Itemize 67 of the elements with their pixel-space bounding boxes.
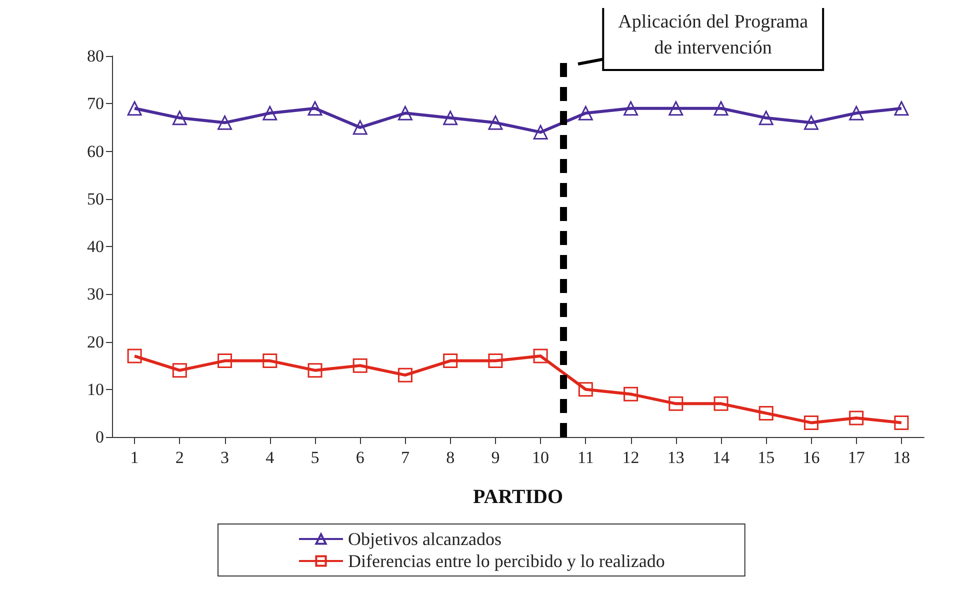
point bbox=[804, 115, 818, 130]
y-tick-label: 50 bbox=[87, 189, 104, 208]
point bbox=[578, 382, 593, 397]
x-tick-label: 16 bbox=[802, 448, 820, 467]
x-tick-label: 10 bbox=[532, 448, 550, 467]
point bbox=[624, 101, 638, 116]
point bbox=[352, 358, 368, 373]
point bbox=[714, 101, 728, 116]
x-tick-label: 17 bbox=[848, 448, 866, 467]
x-tick-label: 18 bbox=[892, 448, 910, 467]
y-tick-label: 30 bbox=[87, 284, 104, 304]
point bbox=[172, 363, 187, 378]
x-tick-label: 3 bbox=[220, 448, 230, 467]
point bbox=[488, 354, 503, 368]
point bbox=[894, 415, 909, 430]
point bbox=[308, 363, 322, 378]
point bbox=[262, 106, 278, 120]
ref-line-label: Aplicación del Programa de intervención bbox=[618, 12, 809, 58]
x-tick-label: 1 bbox=[130, 448, 139, 467]
point bbox=[488, 115, 503, 130]
x-axis-title: PARTIDO bbox=[472, 486, 564, 508]
x-tick-label: 2 bbox=[175, 448, 184, 467]
point bbox=[443, 110, 458, 126]
point bbox=[308, 101, 322, 116]
y-tick-label: 70 bbox=[87, 94, 104, 114]
point bbox=[624, 386, 638, 402]
y-tick-label: 20 bbox=[87, 332, 104, 352]
y-tick-label: 40 bbox=[87, 237, 104, 256]
point bbox=[218, 354, 232, 368]
point bbox=[668, 101, 684, 116]
x-tick-label: 9 bbox=[491, 448, 500, 467]
point bbox=[127, 101, 142, 116]
point bbox=[352, 120, 368, 135]
point bbox=[398, 106, 412, 120]
x-tick-label: 15 bbox=[758, 448, 775, 467]
point bbox=[398, 368, 412, 382]
point bbox=[127, 348, 142, 364]
x-tick-label: 6 bbox=[356, 448, 364, 467]
x-tick-label: 8 bbox=[446, 448, 455, 467]
point bbox=[849, 106, 864, 120]
point bbox=[172, 110, 187, 126]
x-tick-label: 12 bbox=[622, 448, 640, 467]
point bbox=[533, 124, 548, 140]
point bbox=[262, 354, 278, 368]
x-tick-label: 4 bbox=[266, 448, 275, 467]
x-tick-label: 5 bbox=[310, 448, 320, 467]
point bbox=[758, 110, 774, 126]
point bbox=[578, 106, 593, 120]
point bbox=[443, 354, 458, 368]
point bbox=[804, 415, 818, 430]
x-tick-label: 11 bbox=[577, 448, 594, 467]
y-tick-label: 80 bbox=[87, 46, 104, 66]
point bbox=[849, 410, 864, 426]
x-tick-label: 14 bbox=[712, 448, 730, 467]
y-tick-label: 0 bbox=[96, 428, 104, 446]
legend-label: Diferencias entre lo percibido y lo realizado bbox=[348, 551, 665, 571]
point bbox=[758, 406, 774, 420]
point bbox=[533, 348, 548, 364]
y-tick-label: 10 bbox=[87, 380, 104, 399]
legend-label: Objetivos alcanzados bbox=[348, 529, 502, 549]
point bbox=[218, 115, 232, 130]
x-tick-label: 7 bbox=[400, 448, 410, 467]
point bbox=[668, 396, 684, 411]
point bbox=[894, 101, 909, 116]
y-tick-label: 60 bbox=[87, 142, 104, 161]
x-tick-label: 13 bbox=[667, 448, 684, 467]
point bbox=[714, 396, 728, 411]
